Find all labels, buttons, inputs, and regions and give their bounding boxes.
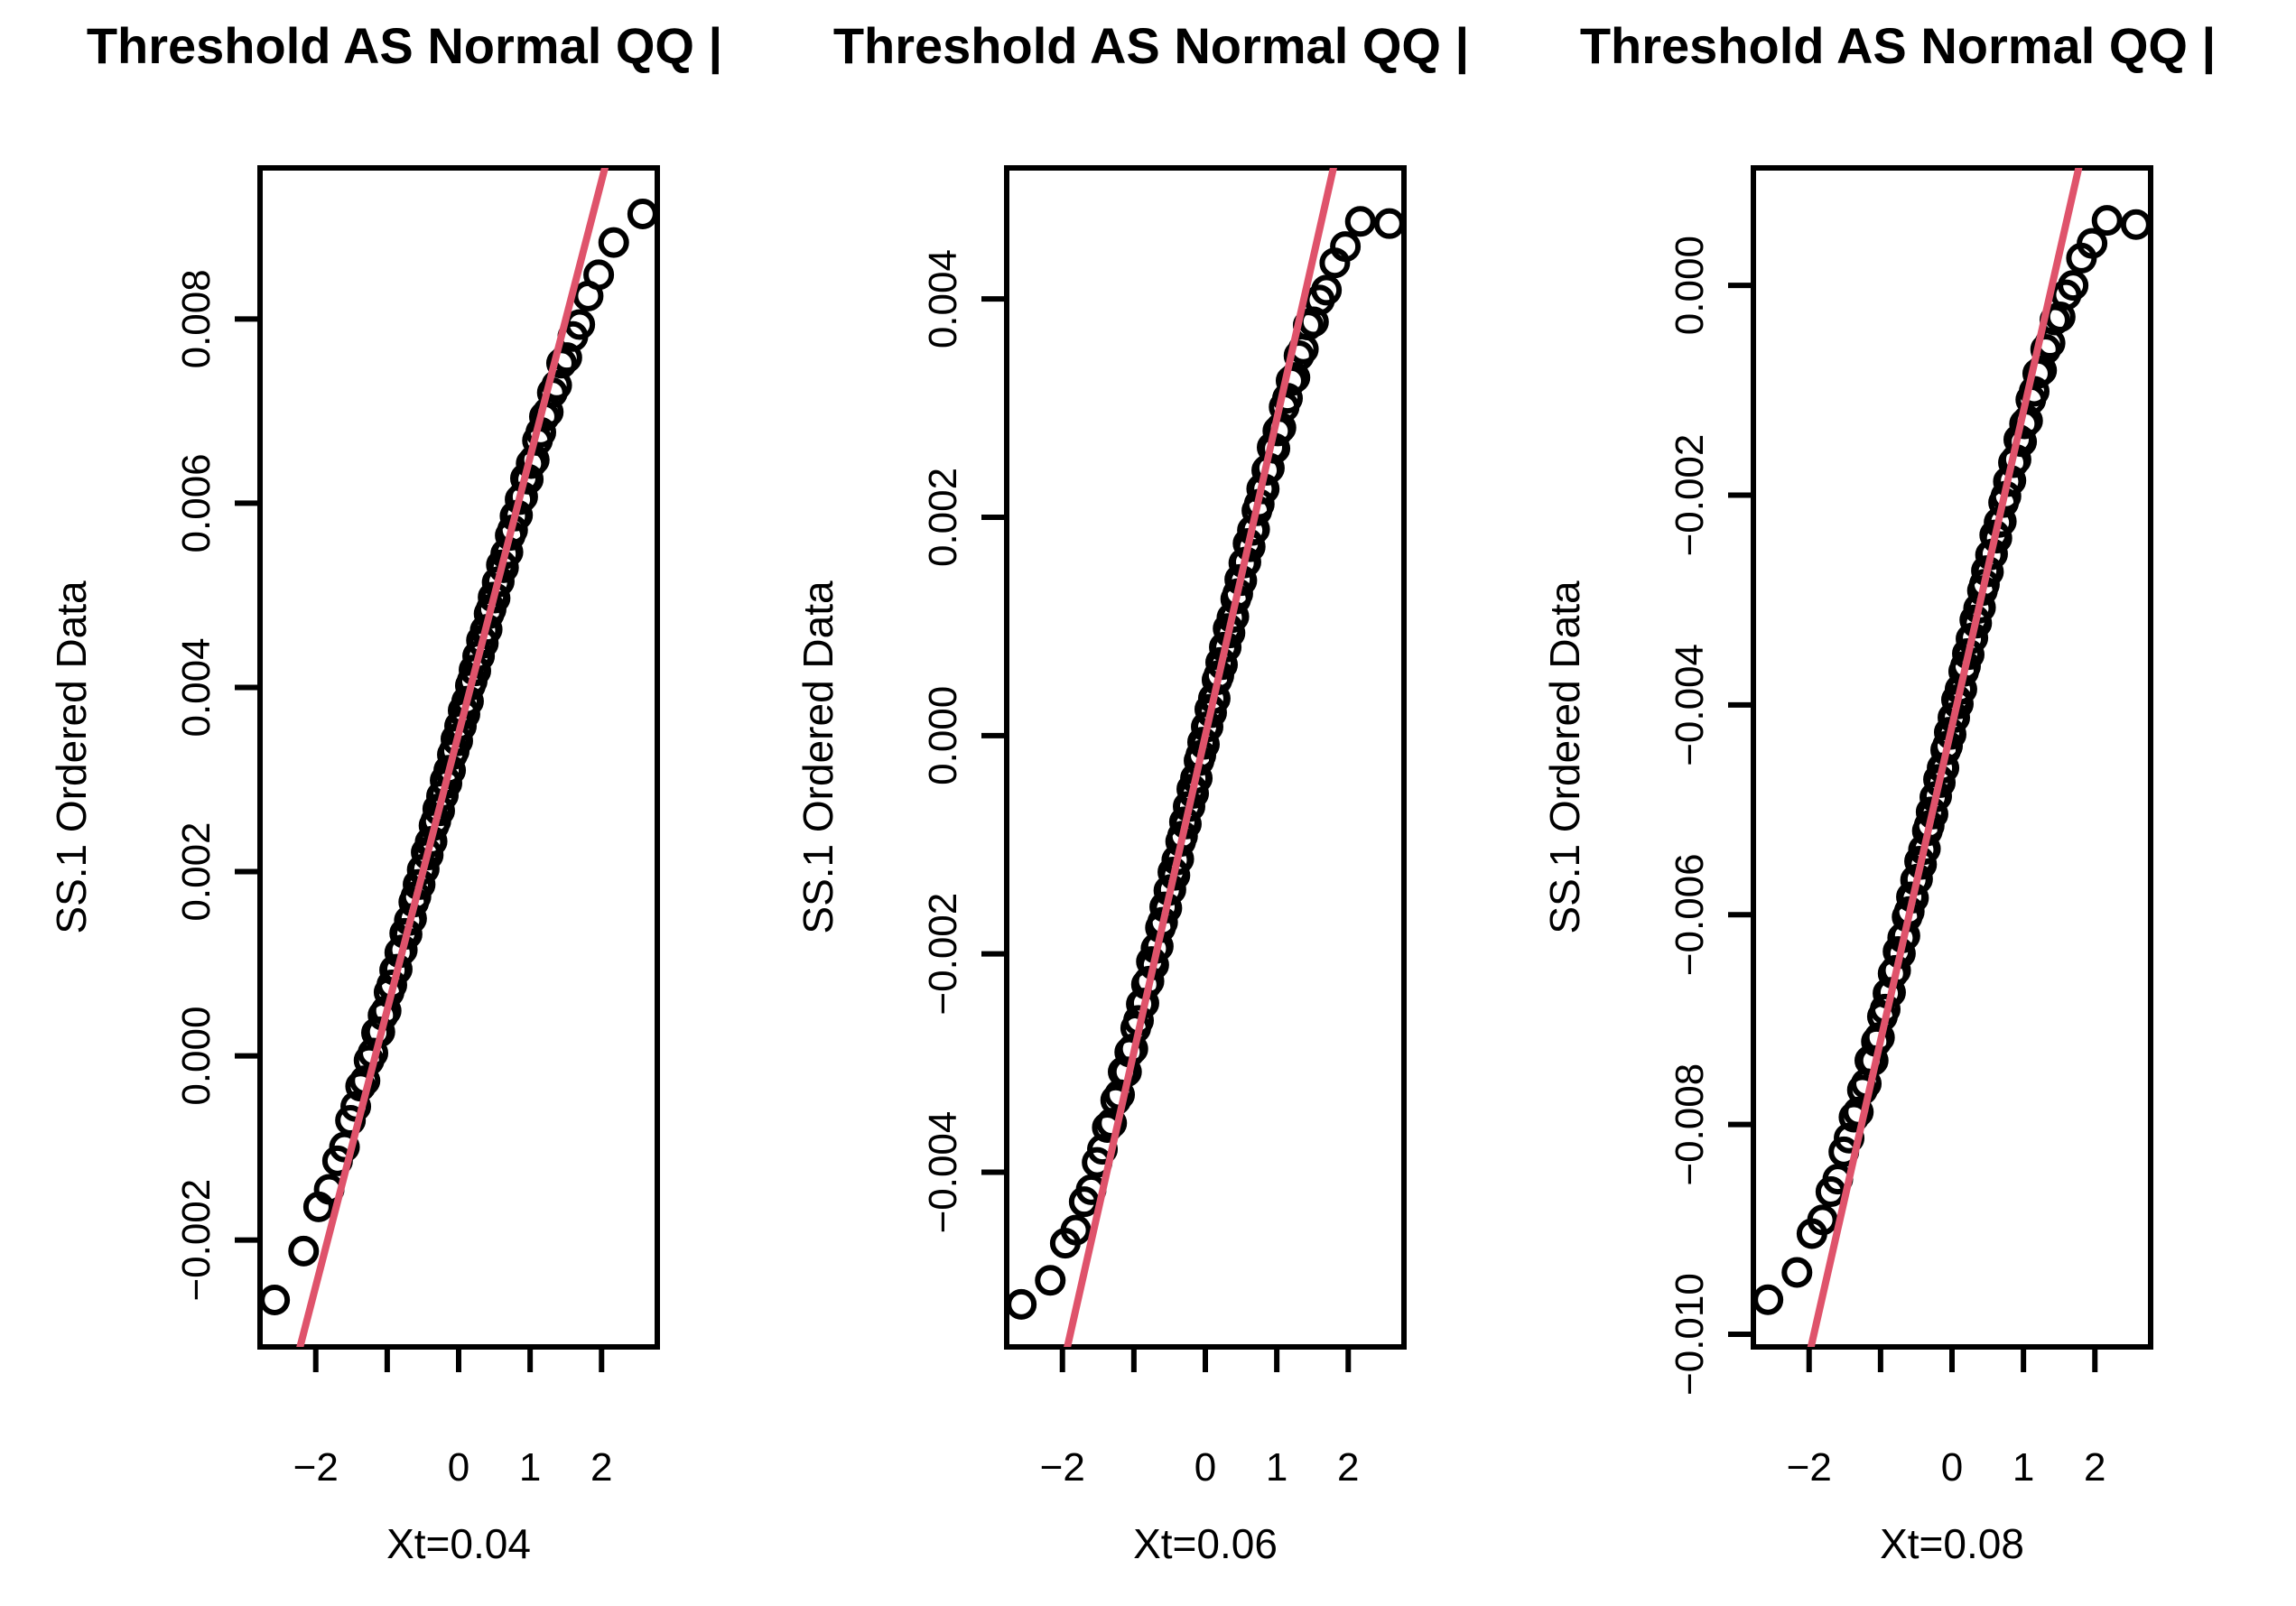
y-tick-label: −0.010 [1668,1273,1712,1396]
qq-point [2091,205,2123,237]
qq-point [583,259,615,291]
x-tick-label: −2 [1040,1445,1085,1490]
y-tick-label: −0.002 [921,893,965,1016]
panel1-title: Threshold AS Normal QQ | [87,17,722,75]
y-tick-label: −0.006 [1668,853,1712,976]
qq-reference-line [1064,168,1338,1347]
y-tick-label: 0.000 [1668,236,1712,335]
panel2-y-axis-label: SS.1 Ordered Data [795,580,841,934]
y-tick-label: 0.002 [174,822,218,921]
qq-point [1807,1204,1838,1236]
y-tick-label: −0.004 [921,1111,965,1234]
panel3-title: Threshold AS Normal QQ | [1580,17,2216,75]
panel3-y-axis-label: SS.1 Ordered Data [1541,580,1588,934]
generated-plot-layer: 0.008 0.006 0.004 0.002 0.000 −0.002 −2 0 1 2 0.00… [174,165,2153,1490]
qq-point [2077,227,2108,259]
y-tick-label: −0.004 [1668,644,1712,766]
x-tick-label: 2 [2084,1445,2105,1490]
qq-point [1311,274,1343,306]
y-tick-label: 0.004 [921,249,965,348]
x-tick-label: 0 [448,1445,469,1490]
panel2-title: Threshold AS Normal QQ | [833,17,1469,75]
panel1-y-axis-label: SS.1 Ordered Data [48,580,95,934]
x-tick-label: 2 [590,1445,612,1490]
x-tick-label: −2 [1787,1445,1832,1490]
qq-reference-line [296,168,609,1347]
qq-point [288,1235,320,1267]
x-tick-label: 0 [1941,1445,1963,1490]
y-tick-label: 0.008 [174,269,218,368]
qq-point [1373,208,1405,239]
qq-point [335,1105,367,1137]
y-tick-label: 0.000 [174,1007,218,1106]
x-tick-label: 0 [1194,1445,1216,1490]
qq-point [2058,270,2089,302]
panel1-x-axis-label: Xt=0.04 [386,1520,531,1567]
x-tick-label: 1 [1266,1445,1287,1490]
qq-point [1344,206,1376,237]
x-tick-label: 2 [1337,1445,1359,1490]
y-tick-label: −0.002 [174,1179,218,1302]
panel2-x-axis-label: Xt=0.06 [1133,1520,1278,1567]
qq-point [627,199,658,230]
qq-reference-line [1807,168,2083,1347]
qq-point [545,348,577,379]
qq-point [598,227,629,258]
qq-point [1781,1257,1813,1288]
qq-point [1006,1288,1037,1320]
y-tick-label: −0.008 [1668,1063,1712,1186]
y-tick-label: 0.002 [921,468,965,567]
x-tick-label: 1 [2012,1445,2034,1490]
qq-point [2120,209,2152,240]
y-tick-label: −0.002 [1668,434,1712,557]
panel3-x-axis-label: Xt=0.08 [1880,1520,2024,1567]
qq-point [1330,231,1362,263]
qq-point [1060,1214,1092,1246]
x-tick-label: 1 [519,1445,541,1490]
qq-point [1752,1284,1784,1315]
y-tick-label: 0.004 [174,637,218,737]
qq-point [259,1284,291,1315]
qq-point [1035,1265,1066,1296]
y-tick-label: 0.006 [174,453,218,552]
x-tick-label: −2 [293,1445,339,1490]
y-tick-label: 0.000 [921,686,965,785]
qq-point [2026,355,2058,386]
